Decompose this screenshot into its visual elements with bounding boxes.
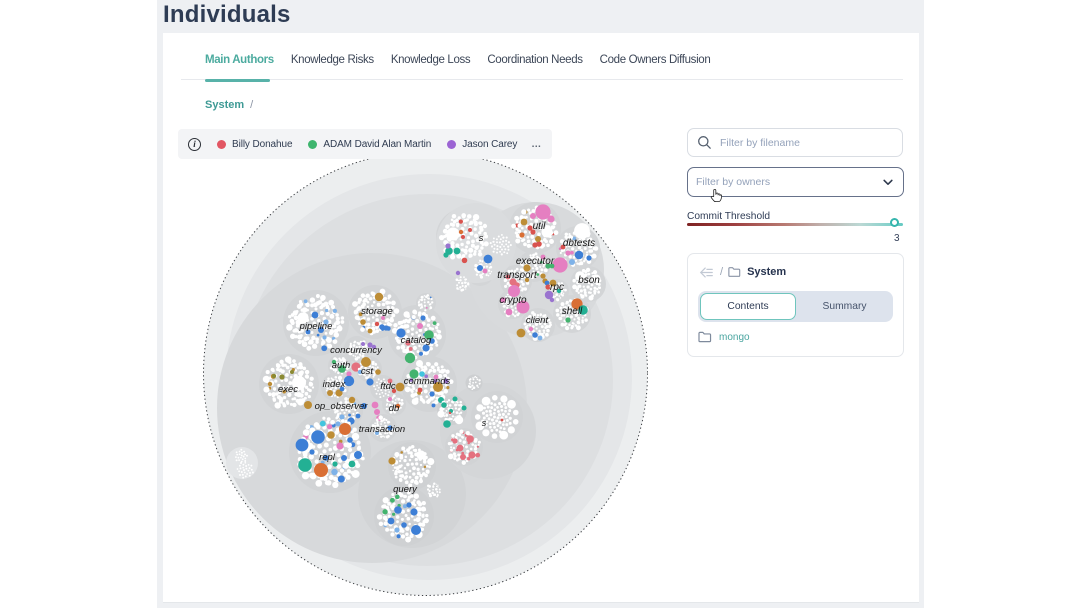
svg-text:query: query bbox=[393, 484, 418, 495]
svg-text:crypto: crypto bbox=[499, 295, 527, 306]
svg-text:s: s bbox=[479, 233, 484, 244]
svg-text:client: client bbox=[526, 315, 549, 326]
svg-text:op_observer: op_observer bbox=[315, 401, 369, 412]
svg-text:ftdc: ftdc bbox=[380, 381, 396, 392]
svg-text:auth: auth bbox=[332, 360, 351, 371]
svg-text:concurrency: concurrency bbox=[330, 345, 383, 356]
svg-text:index: index bbox=[323, 379, 347, 390]
svg-text:transport: transport bbox=[497, 270, 538, 281]
svg-text:shell: shell bbox=[562, 306, 583, 317]
svg-text:executor: executor bbox=[516, 256, 555, 267]
svg-text:pipeline: pipeline bbox=[299, 321, 333, 332]
svg-text:commands: commands bbox=[404, 376, 451, 387]
svg-text:repl: repl bbox=[319, 452, 336, 463]
svg-text:dbtests: dbtests bbox=[563, 238, 595, 249]
svg-text:bson: bson bbox=[578, 275, 600, 286]
svg-text:exec: exec bbox=[278, 384, 298, 395]
svg-text:util: util bbox=[533, 221, 547, 232]
svg-text:s: s bbox=[482, 418, 487, 428]
svg-text:transaction: transaction bbox=[359, 424, 405, 435]
svg-text:catalog: catalog bbox=[401, 335, 432, 346]
svg-text:cst: cst bbox=[361, 366, 374, 377]
svg-text:rpc: rpc bbox=[550, 282, 564, 293]
svg-text:db: db bbox=[389, 403, 400, 414]
svg-text:storage: storage bbox=[361, 306, 393, 317]
